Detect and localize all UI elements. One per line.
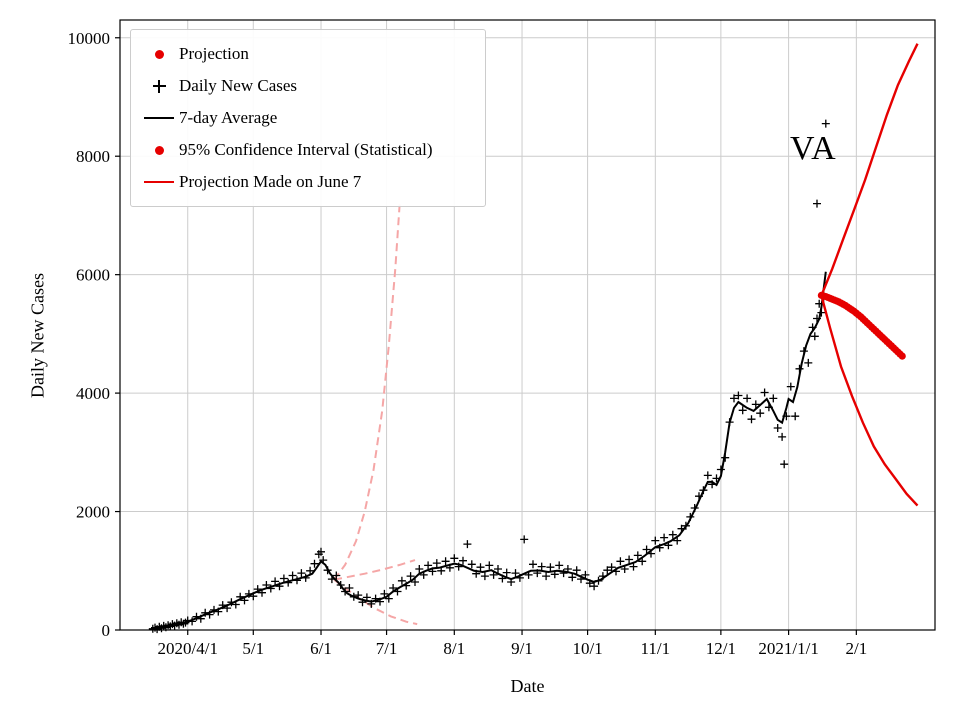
x-tick-label: 10/1 [572,639,602,658]
state-annotation: VA [790,130,837,167]
x-tick-label: 9/1 [511,639,533,658]
legend-item-daily-new-cases: Daily New Cases [139,70,475,102]
x-tick-label: 5/1 [242,639,264,658]
seven-day-average-series [154,271,827,630]
y-tick-label: 2000 [76,503,110,522]
y-tick-label: 4000 [76,384,110,403]
plus-marker-icon [139,79,179,93]
black-line-icon [139,117,179,119]
legend-item-projection: Projection [139,38,475,70]
legend-item-label: Projection Made on June 7 [179,172,362,191]
y-axis-label: Daily New Cases [27,273,48,398]
legend-item-label: 95% Confidence Interval (Statistical) [179,140,433,159]
legend-item-label: 7-day Average [179,108,278,127]
daily-new-cases-series [148,119,830,634]
x-tick-label: 2/1 [845,639,867,658]
axes: 0 2000 4000 6000 8000 10000 2020/4/1 5/1 6/1 7/1 8… [68,19,936,658]
legend-item-confidence-interval: 95% Confidence Interval (Statistical) [139,134,475,166]
x-tick-label: 7/1 [376,639,398,658]
x-tick-label: 12/1 [706,639,736,658]
x-axis-label: Date [510,676,545,696]
june7-projection-series [333,203,418,626]
x-tick-label: 2020/4/1 [158,639,218,658]
projection-dot-icon [139,49,179,59]
ci-dot-icon [139,145,179,155]
x-tick-label: 2021/1/1 [758,639,818,658]
y-tick-label: 8000 [76,147,110,166]
projection-series [817,291,906,360]
legend-item-7-day-average: 7-day Average [139,102,475,134]
red-line-icon [139,181,179,183]
y-tick-label: 10000 [68,29,111,48]
x-tick-label: 8/1 [443,639,465,658]
y-tick-label: 6000 [76,266,110,285]
y-tick-label: 0 [102,621,111,640]
legend-item-june7-projection: Projection Made on June 7 [139,166,475,198]
x-tick-label: 6/1 [310,639,332,658]
legend-item-label: Daily New Cases [179,76,298,95]
confidence-interval-series [820,43,919,507]
legend-item-label: Projection [179,44,249,63]
x-tick-label: 11/1 [641,639,671,658]
chart-legend: Projection Daily New Cases 7-day Average… [130,29,486,207]
